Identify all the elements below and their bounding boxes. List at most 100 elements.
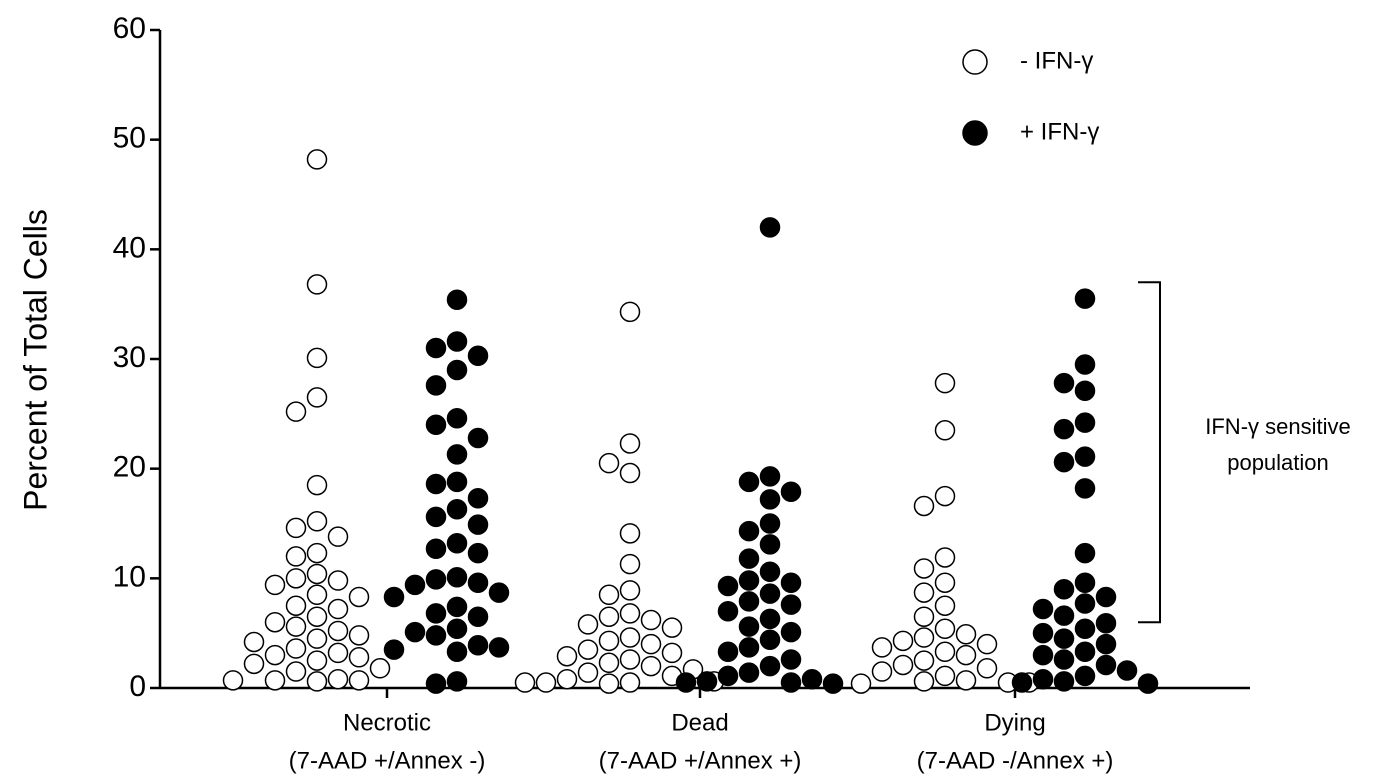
data-point (913, 558, 935, 579)
annotation-text: population (1227, 450, 1329, 475)
data-point (1074, 542, 1096, 564)
data-point (1074, 412, 1096, 433)
data-point (285, 595, 307, 616)
data-point (738, 591, 760, 612)
data-point (640, 655, 662, 677)
y-tick-label: 50 (113, 122, 146, 155)
data-point (446, 532, 468, 554)
data-point (619, 553, 641, 575)
data-point (348, 670, 370, 691)
data-point (383, 639, 405, 660)
data-point (955, 670, 977, 691)
data-point (285, 616, 307, 637)
data-point (425, 506, 447, 528)
data-point (446, 596, 468, 618)
data-point (934, 595, 956, 616)
data-point (1074, 665, 1096, 687)
data-point (243, 631, 265, 653)
y-axis-label: Percent of Total Cells (17, 209, 53, 511)
data-point (306, 474, 328, 496)
data-point (467, 488, 489, 509)
data-point (348, 586, 370, 608)
data-point (404, 621, 426, 643)
data-point (425, 337, 447, 359)
data-point (955, 644, 977, 666)
data-point (348, 625, 370, 646)
data-point (264, 670, 286, 691)
data-point (264, 644, 286, 666)
data-point (934, 372, 956, 394)
data-point (383, 586, 405, 608)
data-point (488, 582, 510, 603)
x-tick-sublabel: (7-AAD +/Annex +) (599, 747, 802, 774)
data-point (619, 523, 641, 544)
data-point (934, 618, 956, 640)
data-point (1074, 446, 1096, 467)
data-point (619, 580, 641, 601)
data-point (1032, 598, 1054, 620)
data-point (1074, 618, 1096, 640)
data-point (425, 375, 447, 396)
data-point (892, 630, 914, 652)
data-point (955, 624, 977, 645)
data-point (934, 420, 956, 441)
data-point (738, 616, 760, 637)
data-point (306, 542, 328, 564)
data-point (640, 633, 662, 655)
data-point (264, 611, 286, 633)
data-point (801, 668, 823, 690)
y-tick-label: 60 (113, 12, 146, 45)
data-point (1053, 628, 1075, 649)
data-point (1053, 579, 1075, 600)
data-point (425, 538, 447, 559)
data-point (780, 572, 802, 593)
data-point (327, 570, 349, 591)
data-point (306, 347, 328, 369)
data-point (446, 671, 468, 692)
data-point (446, 566, 468, 588)
data-point (934, 665, 956, 687)
data-point (1095, 586, 1117, 608)
data-point (640, 609, 662, 631)
data-point (738, 662, 760, 683)
data-point (780, 649, 802, 670)
data-point (264, 574, 286, 596)
data-point (696, 671, 718, 692)
data-point (425, 673, 447, 694)
data-point (467, 514, 489, 535)
data-point (327, 598, 349, 620)
data-point (759, 489, 781, 510)
data-point (514, 672, 536, 693)
data-point (598, 606, 620, 627)
data-point (327, 526, 349, 547)
data-point (1074, 641, 1096, 663)
data-point (619, 301, 641, 323)
data-point (425, 473, 447, 495)
data-point (1074, 380, 1096, 402)
data-point (306, 606, 328, 627)
data-point (446, 618, 468, 640)
data-point (759, 608, 781, 630)
bracket (1138, 281, 1161, 624)
data-point (598, 584, 620, 606)
data-point (871, 661, 893, 682)
data-point (661, 642, 683, 664)
data-point (446, 331, 468, 352)
data-point (1074, 288, 1096, 309)
data-point (1032, 622, 1054, 644)
data-point (1053, 451, 1075, 473)
data-point (556, 645, 578, 667)
data-point (467, 542, 489, 564)
data-point (306, 511, 328, 532)
data-point (759, 629, 781, 650)
data-point (871, 637, 893, 658)
data-point (577, 614, 599, 635)
x-tick-label: Necrotic (343, 709, 431, 736)
data-point (913, 582, 935, 603)
data-point (934, 485, 956, 507)
data-point (446, 407, 468, 429)
data-point (467, 427, 489, 449)
data-point (759, 561, 781, 583)
data-point (913, 671, 935, 692)
